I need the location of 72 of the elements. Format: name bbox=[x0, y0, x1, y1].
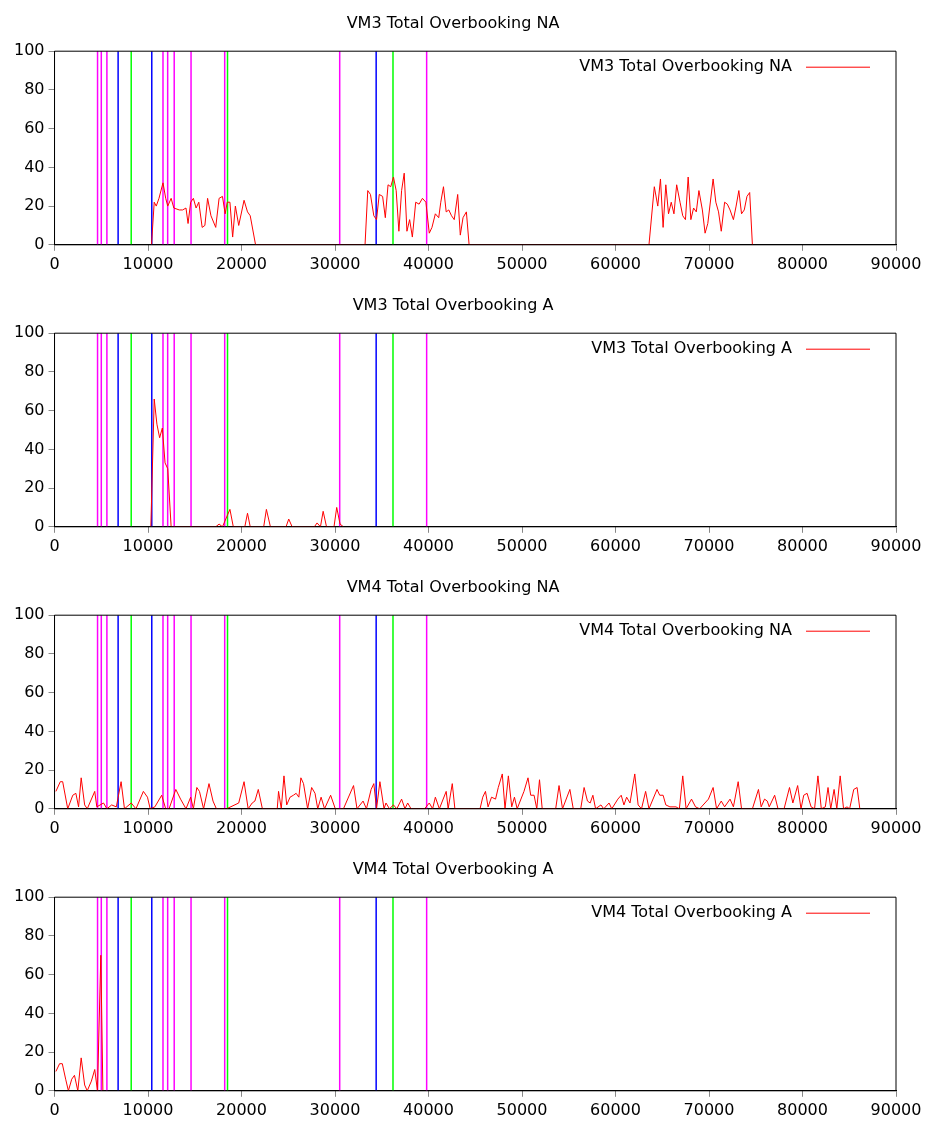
x-tick-label: 20000 bbox=[216, 253, 267, 273]
chart-title: VM3 Total Overbooking NA bbox=[346, 12, 560, 32]
x-tick-label: 20000 bbox=[216, 535, 267, 555]
x-tick-label: 70000 bbox=[683, 253, 735, 273]
x-tick-label: 70000 bbox=[683, 535, 735, 555]
x-tick-label: 80000 bbox=[777, 1099, 828, 1119]
x-tick-label: 50000 bbox=[496, 1099, 548, 1119]
y-tick-label: 60 bbox=[24, 117, 45, 137]
legend-label: VM3 Total Overbooking A bbox=[591, 338, 793, 358]
y-tick-label: 80 bbox=[24, 643, 45, 663]
x-tick-label: 10000 bbox=[122, 535, 174, 555]
x-tick-label: 90000 bbox=[870, 817, 922, 837]
x-tick-label: 30000 bbox=[309, 253, 361, 273]
y-tick-label: 100 bbox=[13, 604, 45, 624]
x-tick-label: 10000 bbox=[122, 817, 174, 837]
y-tick-label: 60 bbox=[24, 963, 45, 983]
y-tick-label: 80 bbox=[24, 79, 45, 99]
y-tick-label: 60 bbox=[24, 399, 45, 419]
x-tick-label: 10000 bbox=[122, 1099, 174, 1119]
x-tick-label: 70000 bbox=[683, 817, 735, 837]
x-tick-label: 80000 bbox=[777, 253, 828, 273]
y-tick-label: 40 bbox=[24, 156, 45, 176]
x-tick-label: 30000 bbox=[309, 1099, 361, 1119]
x-tick-label: 80000 bbox=[777, 535, 828, 555]
y-tick-label: 100 bbox=[13, 886, 45, 906]
y-tick-label: 20 bbox=[24, 195, 45, 215]
x-tick-label: 40000 bbox=[403, 535, 454, 555]
x-tick-label: 0 bbox=[49, 535, 60, 555]
x-tick-label: 30000 bbox=[309, 535, 361, 555]
y-tick-label: 0 bbox=[34, 233, 45, 253]
legend-label: VM4 Total Overbooking NA bbox=[579, 620, 793, 640]
chart-title: VM4 Total Overbooking A bbox=[352, 858, 554, 878]
x-tick-label: 50000 bbox=[496, 253, 548, 273]
legend-label: VM4 Total Overbooking A bbox=[591, 902, 793, 922]
x-tick-label: 20000 bbox=[216, 817, 267, 837]
y-tick-label: 0 bbox=[34, 515, 45, 535]
x-tick-label: 80000 bbox=[777, 817, 828, 837]
chart-title: VM3 Total Overbooking A bbox=[352, 294, 554, 314]
x-tick-label: 60000 bbox=[590, 817, 641, 837]
x-tick-label: 90000 bbox=[870, 1099, 922, 1119]
y-tick-label: 40 bbox=[24, 1002, 45, 1022]
x-tick-label: 70000 bbox=[683, 1099, 735, 1119]
x-tick-label: 90000 bbox=[870, 535, 922, 555]
y-tick-label: 80 bbox=[24, 925, 45, 945]
y-tick-label: 40 bbox=[24, 438, 45, 458]
y-tick-label: 60 bbox=[24, 681, 45, 701]
x-tick-label: 20000 bbox=[216, 1099, 267, 1119]
y-tick-label: 20 bbox=[24, 759, 45, 779]
x-tick-label: 10000 bbox=[122, 253, 174, 273]
y-tick-label: 100 bbox=[13, 322, 45, 342]
x-tick-label: 60000 bbox=[590, 535, 641, 555]
y-tick-label: 40 bbox=[24, 720, 45, 740]
y-tick-label: 20 bbox=[24, 1041, 45, 1061]
x-tick-label: 40000 bbox=[403, 1099, 454, 1119]
x-tick-label: 30000 bbox=[309, 817, 361, 837]
y-tick-label: 100 bbox=[13, 40, 45, 60]
x-tick-label: 0 bbox=[49, 1099, 60, 1119]
x-tick-label: 60000 bbox=[590, 1099, 641, 1119]
x-tick-label: 60000 bbox=[590, 253, 641, 273]
chart-title: VM4 Total Overbooking NA bbox=[346, 576, 560, 596]
x-tick-label: 50000 bbox=[496, 817, 548, 837]
legend-label: VM3 Total Overbooking NA bbox=[579, 56, 793, 76]
y-tick-label: 20 bbox=[24, 477, 45, 497]
x-tick-label: 90000 bbox=[870, 253, 922, 273]
y-tick-label: 0 bbox=[34, 1079, 45, 1099]
x-tick-label: 40000 bbox=[403, 817, 454, 837]
x-tick-label: 40000 bbox=[403, 253, 454, 273]
x-tick-label: 50000 bbox=[496, 535, 548, 555]
x-tick-label: 0 bbox=[49, 253, 60, 273]
y-tick-label: 80 bbox=[24, 361, 45, 381]
x-tick-label: 0 bbox=[49, 817, 60, 837]
y-tick-label: 0 bbox=[34, 797, 45, 817]
